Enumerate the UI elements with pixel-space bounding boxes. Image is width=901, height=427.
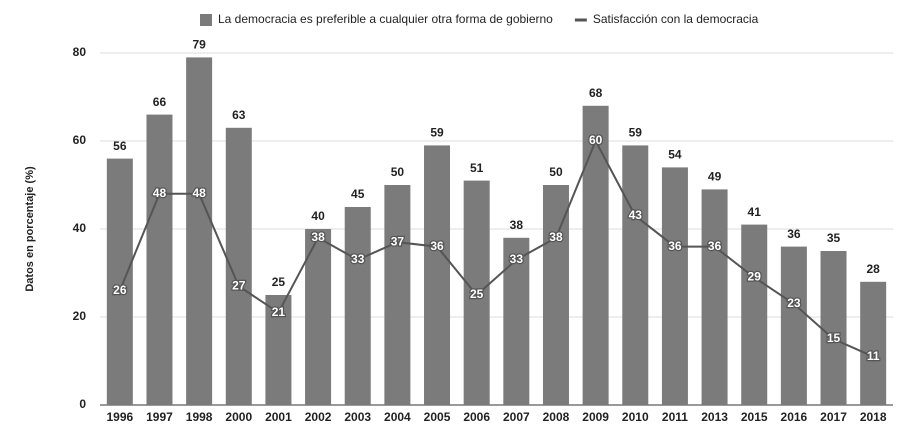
x-tick-label: 2017 <box>820 410 847 424</box>
x-tick-label: 2011 <box>662 410 688 424</box>
x-tick-label: 2008 <box>543 410 570 424</box>
bar-value-label: 50 <box>391 165 405 179</box>
x-tick-label: 2004 <box>384 410 411 424</box>
bar-value-label: 41 <box>748 205 762 219</box>
bar-value-label: 63 <box>232 108 246 122</box>
x-tick-label: 2010 <box>622 410 649 424</box>
x-tick-label: 2005 <box>424 410 451 424</box>
line-value-label: 36 <box>668 239 682 253</box>
bar <box>384 185 411 405</box>
x-tick-label: 2007 <box>503 410 530 424</box>
x-tick-label: 1996 <box>106 410 133 424</box>
line-value-label: 33 <box>510 252 524 266</box>
bar-value-label: 59 <box>430 126 444 140</box>
bar-value-label: 66 <box>153 95 167 109</box>
y-tick-label: 0 <box>79 397 86 411</box>
line <box>118 138 874 358</box>
legend-symbol <box>200 14 212 26</box>
line-value-label: 11 <box>867 349 880 363</box>
bar <box>463 180 490 405</box>
bar-value-label: 38 <box>510 218 524 232</box>
bar <box>503 237 530 405</box>
bar <box>820 251 847 405</box>
y-tick-label: 80 <box>73 45 87 59</box>
legend-label: La democracia es preferible a cualquier … <box>218 12 553 26</box>
x-tick-label: 2018 <box>860 410 887 424</box>
bar-value-label: 59 <box>629 126 643 140</box>
bar <box>146 114 173 405</box>
bar-value-label: 54 <box>668 148 682 162</box>
x-tick-label: 2003 <box>344 410 371 424</box>
line-value-label: 26 <box>113 283 127 297</box>
line-value-label: 25 <box>470 287 484 301</box>
line-value-label: 33 <box>351 252 365 266</box>
x-tick-label: 2006 <box>463 410 490 424</box>
line-value-label: 37 <box>391 234 405 248</box>
bar <box>701 189 728 405</box>
line-value-label: 48 <box>153 186 167 200</box>
line-value-label: 29 <box>748 270 762 284</box>
bar-value-label: 36 <box>787 227 801 241</box>
line-value-label: 23 <box>787 296 801 310</box>
line-value-label: 21 <box>272 305 286 319</box>
bar-value-label: 50 <box>549 165 563 179</box>
bar-value-label: 40 <box>311 209 325 223</box>
line-value-label: 15 <box>827 331 841 345</box>
bar <box>780 246 807 405</box>
legend-label: Satisfacción con la democracia <box>593 12 759 26</box>
x-tick-label: 1998 <box>186 410 213 424</box>
x-tick-label: 2013 <box>701 410 728 424</box>
line-value-label: 38 <box>311 230 325 244</box>
line-value-label: 36 <box>708 239 722 253</box>
y-tick-label: 40 <box>73 221 87 235</box>
line-value-label: 48 <box>192 186 206 200</box>
y-axis-label: Datos en porcentaje (%) <box>24 166 36 292</box>
y-tick-label: 60 <box>73 133 87 147</box>
bar <box>344 207 371 405</box>
x-tick-label: 2000 <box>225 410 252 424</box>
bar <box>186 57 213 406</box>
line-value-label: 36 <box>430 239 444 253</box>
bar-value-label: 35 <box>827 231 841 245</box>
bar <box>424 145 451 405</box>
bar-value-label: 49 <box>708 170 722 184</box>
bar <box>542 185 569 405</box>
x-tick-label: 2002 <box>305 410 332 424</box>
x-tick-label: 2016 <box>781 410 808 424</box>
bar-value-label: 28 <box>866 262 880 276</box>
bar-value-label: 79 <box>192 38 206 52</box>
bar-value-label: 56 <box>113 139 127 153</box>
bar <box>860 281 887 405</box>
bar <box>582 105 609 406</box>
x-tick-label: 2001 <box>265 410 292 424</box>
bar-value-label: 68 <box>589 86 603 100</box>
bar-value-label: 25 <box>272 275 286 289</box>
x-tick-label: 2009 <box>582 410 609 424</box>
line-value-label: 43 <box>629 208 643 222</box>
line-value-label: 27 <box>232 278 246 292</box>
bar <box>305 229 332 405</box>
bar <box>106 158 133 405</box>
bar-value-label: 51 <box>470 161 484 175</box>
bar <box>622 145 649 405</box>
line-value-label: 38 <box>549 230 563 244</box>
line-value-label: 60 <box>589 133 603 147</box>
x-tick-label: 2015 <box>741 410 768 424</box>
y-tick-label: 20 <box>73 309 87 323</box>
bar <box>661 167 688 405</box>
x-tick-label: 1997 <box>146 410 173 424</box>
bar-value-label: 45 <box>351 187 365 201</box>
bar <box>741 224 768 405</box>
